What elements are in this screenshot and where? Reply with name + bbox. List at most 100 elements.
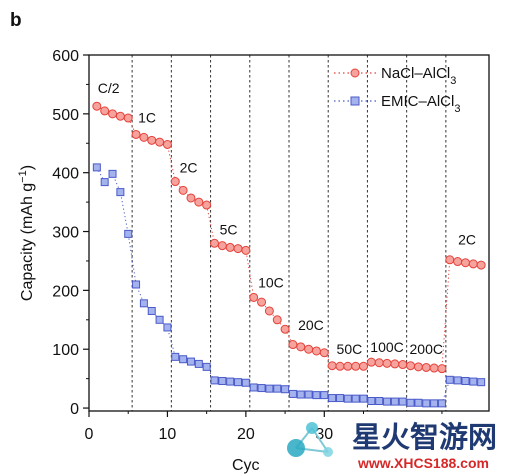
point-nacl-22 <box>257 297 267 307</box>
point-emic-13 <box>186 357 195 366</box>
point-nacl-34 <box>351 361 361 371</box>
point-emic-38 <box>383 397 392 406</box>
point-emic-40 <box>398 397 407 406</box>
watermark-url: www.XHCS188.com <box>357 455 489 471</box>
point-emic-7 <box>139 299 148 308</box>
point-emic-3 <box>108 169 117 178</box>
y-tick-label-300: 300 <box>52 225 79 242</box>
point-emic-22 <box>257 384 266 393</box>
point-emic-27 <box>296 390 305 399</box>
point-emic-15 <box>202 362 211 371</box>
watermark-molecule-atom-3 <box>323 447 333 457</box>
watermark-molecule-atom-1 <box>287 439 305 457</box>
point-emic-30 <box>320 391 329 400</box>
point-emic-42 <box>414 398 423 407</box>
rate-label-7: 50C <box>337 341 363 357</box>
point-nacl-41 <box>406 361 416 371</box>
point-emic-20 <box>241 378 250 387</box>
point-nacl-3 <box>108 109 118 119</box>
legend-marker-emic <box>350 96 360 106</box>
point-nacl-32 <box>335 361 345 371</box>
point-emic-32 <box>335 394 344 403</box>
point-emic-26 <box>288 389 297 398</box>
point-nacl-24 <box>272 315 282 325</box>
point-nacl-50 <box>476 260 486 270</box>
series-emic <box>92 163 486 408</box>
point-emic-6 <box>132 280 141 289</box>
point-emic-35 <box>359 394 368 403</box>
point-nacl-26 <box>288 340 298 350</box>
rate-label-10: 2C <box>458 231 476 247</box>
watermark: 星火智游网 www.XHCS188.com <box>287 421 497 471</box>
point-nacl-14 <box>194 197 204 207</box>
y-axis-label: Capacity (mAh g−1) <box>17 165 36 301</box>
legend-label-emic: EMIC–AlCl3 <box>381 93 460 115</box>
point-emic-21 <box>249 383 258 392</box>
point-emic-48 <box>461 376 470 385</box>
point-emic-37 <box>375 396 384 405</box>
point-nacl-25 <box>280 324 290 334</box>
plot-frame <box>88 54 490 412</box>
point-nacl-1 <box>92 101 102 111</box>
point-emic-2 <box>100 178 109 187</box>
rate-label-9: 200C <box>410 341 443 357</box>
axes: 0 100 200 300 400 500 600 0 10 20 30 <box>52 48 443 443</box>
point-nacl-31 <box>327 361 337 371</box>
point-nacl-6 <box>131 129 141 139</box>
x-tick-label-0: 0 <box>85 426 94 443</box>
point-emic-46 <box>445 375 454 384</box>
point-emic-45 <box>437 399 446 408</box>
point-nacl-45 <box>437 364 447 374</box>
x-axis-label: Cyc <box>232 457 260 474</box>
point-nacl-46 <box>445 255 455 265</box>
x-tick-label-10: 10 <box>159 426 177 443</box>
point-emic-19 <box>234 378 243 387</box>
rate-label-5: 10C <box>258 274 284 290</box>
point-emic-10 <box>163 323 172 332</box>
point-emic-29 <box>312 391 321 400</box>
x-tick-label-20: 20 <box>237 426 255 443</box>
y-tick-label-0: 0 <box>70 401 79 418</box>
point-emic-50 <box>477 378 486 387</box>
point-emic-1 <box>92 163 101 172</box>
point-emic-23 <box>265 384 274 393</box>
point-emic-49 <box>469 377 478 386</box>
rate-label-3: 2C <box>180 160 198 176</box>
point-nacl-7 <box>139 132 149 142</box>
point-nacl-5 <box>123 113 133 123</box>
point-nacl-39 <box>390 359 400 369</box>
point-nacl-21 <box>249 292 259 302</box>
point-emic-18 <box>226 377 235 386</box>
rate-label-6: 20C <box>298 317 324 333</box>
y-tick-label-200: 200 <box>52 283 79 300</box>
point-nacl-49 <box>468 259 478 269</box>
series-layer <box>92 101 486 408</box>
point-emic-41 <box>406 398 415 407</box>
y-tick-label-600: 600 <box>52 48 79 65</box>
point-emic-14 <box>194 359 203 368</box>
point-emic-25 <box>281 385 290 394</box>
point-emic-31 <box>328 394 337 403</box>
point-nacl-47 <box>453 257 463 267</box>
point-nacl-33 <box>343 361 353 371</box>
point-emic-33 <box>343 394 352 403</box>
rate-label-4: 5C <box>220 221 238 237</box>
point-nacl-40 <box>398 360 408 370</box>
point-nacl-16 <box>209 238 219 248</box>
panel-label: b <box>10 10 22 31</box>
rate-labels: C/2 1C 2C 5C 10C 20C 50C 100C 200C 2C <box>98 80 476 357</box>
point-emic-5 <box>124 229 133 238</box>
point-emic-11 <box>171 352 180 361</box>
point-emic-44 <box>430 399 439 408</box>
point-nacl-29 <box>311 346 321 356</box>
point-emic-36 <box>367 396 376 405</box>
watermark-cn: 星火智游网 <box>352 421 497 454</box>
series-nacl <box>92 101 486 374</box>
point-nacl-28 <box>304 344 314 354</box>
point-emic-8 <box>147 306 156 315</box>
point-nacl-8 <box>147 135 157 145</box>
point-nacl-36 <box>366 357 376 367</box>
rate-label-8: 100C <box>370 339 403 355</box>
legend: NaCl–AlCl3 EMIC–AlCl3 <box>334 65 460 115</box>
